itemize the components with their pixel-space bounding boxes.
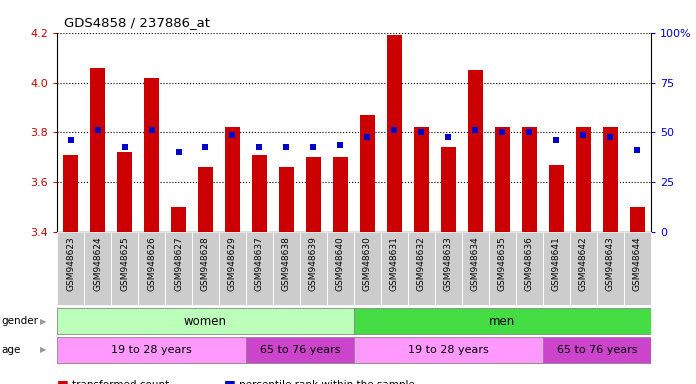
Bar bbox=[624, 232, 651, 305]
Text: 19 to 28 years: 19 to 28 years bbox=[111, 345, 192, 355]
Bar bbox=[138, 232, 165, 305]
Bar bbox=[144, 78, 159, 232]
Text: 65 to 76 years: 65 to 76 years bbox=[557, 345, 637, 355]
Bar bbox=[570, 232, 596, 305]
Bar bbox=[246, 336, 354, 363]
Bar bbox=[516, 232, 543, 305]
Bar bbox=[462, 232, 489, 305]
Text: women: women bbox=[184, 314, 227, 328]
Text: GSM948626: GSM948626 bbox=[147, 236, 156, 291]
Bar bbox=[489, 232, 516, 305]
Bar bbox=[90, 68, 105, 232]
Bar bbox=[57, 336, 246, 363]
Bar bbox=[543, 232, 570, 305]
Bar bbox=[225, 127, 240, 232]
Text: GSM948640: GSM948640 bbox=[336, 236, 345, 291]
Bar bbox=[219, 232, 246, 305]
Text: GSM948628: GSM948628 bbox=[201, 236, 210, 291]
Text: percentile rank within the sample: percentile rank within the sample bbox=[239, 380, 416, 384]
Bar bbox=[111, 232, 138, 305]
Text: 65 to 76 years: 65 to 76 years bbox=[260, 345, 340, 355]
Bar bbox=[57, 308, 354, 334]
Text: GSM948627: GSM948627 bbox=[174, 236, 183, 291]
Text: GSM948634: GSM948634 bbox=[471, 236, 480, 291]
Bar bbox=[360, 115, 375, 232]
Text: ▶: ▶ bbox=[40, 345, 47, 354]
Text: GSM948630: GSM948630 bbox=[363, 236, 372, 291]
Text: transformed count: transformed count bbox=[72, 380, 170, 384]
Bar bbox=[603, 127, 618, 232]
Text: GSM948638: GSM948638 bbox=[282, 236, 291, 291]
Text: GSM948633: GSM948633 bbox=[444, 236, 453, 291]
Text: men: men bbox=[489, 314, 516, 328]
Text: GSM948639: GSM948639 bbox=[309, 236, 318, 291]
Bar bbox=[171, 207, 186, 232]
Bar bbox=[354, 232, 381, 305]
Bar bbox=[252, 155, 267, 232]
Text: gender: gender bbox=[1, 316, 38, 326]
Bar bbox=[549, 165, 564, 232]
Text: ■: ■ bbox=[57, 378, 69, 384]
Text: ■: ■ bbox=[224, 378, 236, 384]
Text: GSM948641: GSM948641 bbox=[552, 236, 561, 291]
Text: GSM948632: GSM948632 bbox=[417, 236, 426, 291]
Bar bbox=[246, 232, 273, 305]
Bar bbox=[300, 232, 327, 305]
Text: GSM948631: GSM948631 bbox=[390, 236, 399, 291]
Text: GSM948624: GSM948624 bbox=[93, 236, 102, 291]
Bar bbox=[522, 127, 537, 232]
Bar bbox=[198, 167, 213, 232]
Text: GSM948642: GSM948642 bbox=[579, 236, 588, 291]
Bar bbox=[84, 232, 111, 305]
Text: GDS4858 / 237886_at: GDS4858 / 237886_at bbox=[64, 16, 210, 29]
Text: GSM948629: GSM948629 bbox=[228, 236, 237, 291]
Bar bbox=[441, 147, 456, 232]
Text: GSM948637: GSM948637 bbox=[255, 236, 264, 291]
Bar bbox=[596, 232, 624, 305]
Text: GSM948623: GSM948623 bbox=[66, 236, 75, 291]
Bar bbox=[57, 232, 84, 305]
Text: ▶: ▶ bbox=[40, 316, 47, 326]
Bar bbox=[414, 127, 429, 232]
Bar bbox=[165, 232, 192, 305]
Bar bbox=[387, 35, 402, 232]
Text: 19 to 28 years: 19 to 28 years bbox=[408, 345, 489, 355]
Bar bbox=[495, 127, 509, 232]
Bar bbox=[333, 157, 348, 232]
Bar bbox=[354, 336, 543, 363]
Text: GSM948635: GSM948635 bbox=[498, 236, 507, 291]
Bar bbox=[279, 167, 294, 232]
Text: GSM948644: GSM948644 bbox=[633, 236, 642, 291]
Bar bbox=[63, 155, 78, 232]
Text: age: age bbox=[1, 345, 21, 355]
Bar bbox=[117, 152, 132, 232]
Bar bbox=[381, 232, 408, 305]
Bar bbox=[576, 127, 591, 232]
Text: GSM948625: GSM948625 bbox=[120, 236, 129, 291]
Text: GSM948643: GSM948643 bbox=[606, 236, 615, 291]
Bar bbox=[306, 157, 321, 232]
Bar bbox=[192, 232, 219, 305]
Bar bbox=[327, 232, 354, 305]
Bar bbox=[354, 308, 651, 334]
Bar bbox=[468, 70, 483, 232]
Bar bbox=[435, 232, 462, 305]
Bar bbox=[273, 232, 300, 305]
Bar bbox=[543, 336, 651, 363]
Text: GSM948636: GSM948636 bbox=[525, 236, 534, 291]
Bar bbox=[408, 232, 435, 305]
Bar bbox=[630, 207, 644, 232]
